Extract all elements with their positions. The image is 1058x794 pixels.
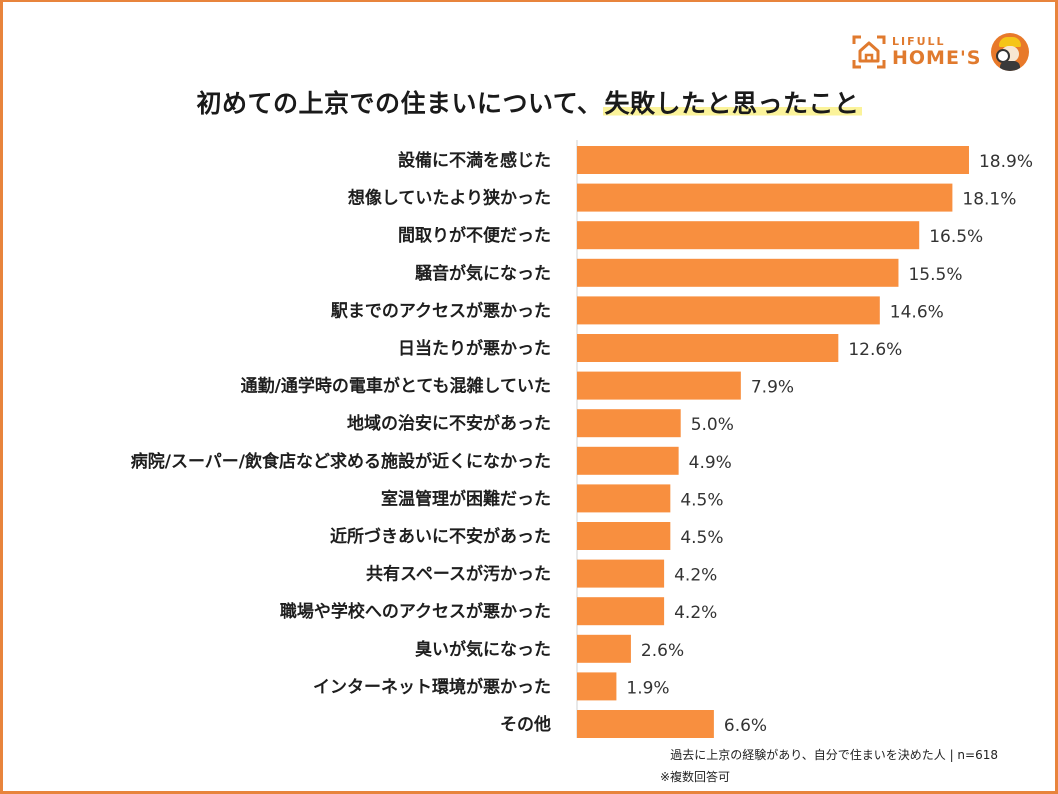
category-label: 地域の治安に不安があった	[347, 413, 551, 434]
value-label: 18.1%	[962, 190, 1016, 210]
category-label: 職場や学校へのアクセスが悪かった	[280, 601, 551, 622]
value-label: 1.9%	[626, 678, 669, 698]
bar	[577, 522, 671, 550]
value-label: 14.6%	[890, 302, 944, 322]
category-label: 駅までのアクセスが悪かった	[330, 300, 551, 321]
category-label: 病院/スーパー/飲食店など求める施設が近くになかった	[131, 451, 551, 472]
value-label: 4.2%	[674, 603, 717, 623]
value-label: 5.0%	[691, 415, 734, 435]
chart-title-main: 初めての上京での住まいについて、	[196, 89, 603, 118]
bar	[577, 221, 920, 250]
category-label: 通勤/通学時の電車がとても混雑していた	[241, 376, 551, 397]
category-label: 共有スペースが汚かった	[366, 564, 551, 585]
bar	[577, 597, 665, 626]
bar	[577, 409, 681, 438]
category-label: 室温管理が困難だった	[381, 488, 551, 509]
bar	[577, 672, 617, 701]
value-label: 4.2%	[674, 566, 717, 586]
bar	[577, 258, 899, 287]
category-label: 日当たりが悪かった	[398, 338, 551, 359]
brand-line2: HOME'S	[892, 47, 982, 69]
value-label: 15.5%	[908, 265, 962, 285]
value-label: 16.5%	[929, 227, 983, 247]
category-label: インターネット環境が悪かった	[313, 676, 551, 697]
footnote-sample: 過去に上京の経験があり、自分で住まいを決めた人 | n=618	[670, 748, 998, 762]
value-label: 4.9%	[689, 453, 732, 473]
footnote-multiple: ※複数回答可	[660, 770, 731, 784]
bar	[577, 146, 969, 174]
bar	[577, 296, 880, 325]
category-label: 臭いが気になった	[415, 639, 551, 660]
bar	[577, 446, 679, 475]
value-label: 12.6%	[848, 340, 902, 360]
value-label: 4.5%	[680, 490, 723, 510]
bar	[577, 484, 671, 513]
brand-logo: LIFULL HOME'S	[852, 30, 1030, 74]
bar	[577, 183, 953, 212]
category-label: 間取りが不便だった	[398, 225, 551, 246]
bar	[577, 710, 714, 738]
category-label: 近所づきあいに不安があった	[330, 526, 551, 547]
category-label: 想像していたより狭かった	[348, 188, 551, 209]
category-label: その他	[500, 714, 551, 735]
value-label: 2.6%	[641, 641, 684, 661]
value-label: 6.6%	[724, 716, 767, 736]
brand-line1: LIFULL	[892, 35, 946, 48]
value-label: 7.9%	[751, 378, 794, 398]
chart-title: 初めての上京での住まいについて、失敗したと思ったこと	[0, 84, 1058, 120]
value-label: 4.5%	[680, 528, 723, 548]
bar	[577, 334, 839, 362]
value-label: 18.9%	[979, 152, 1033, 172]
bar	[577, 559, 665, 588]
category-label: 設備に不満を感じた	[398, 150, 551, 171]
bar	[577, 371, 741, 400]
bar	[577, 634, 631, 663]
mascot-detective-icon	[991, 33, 1030, 71]
house-frame-icon	[852, 35, 886, 69]
category-label: 騒音が気になった	[415, 263, 551, 284]
chart-title-highlight: 失敗したと思ったこと	[602, 89, 862, 118]
